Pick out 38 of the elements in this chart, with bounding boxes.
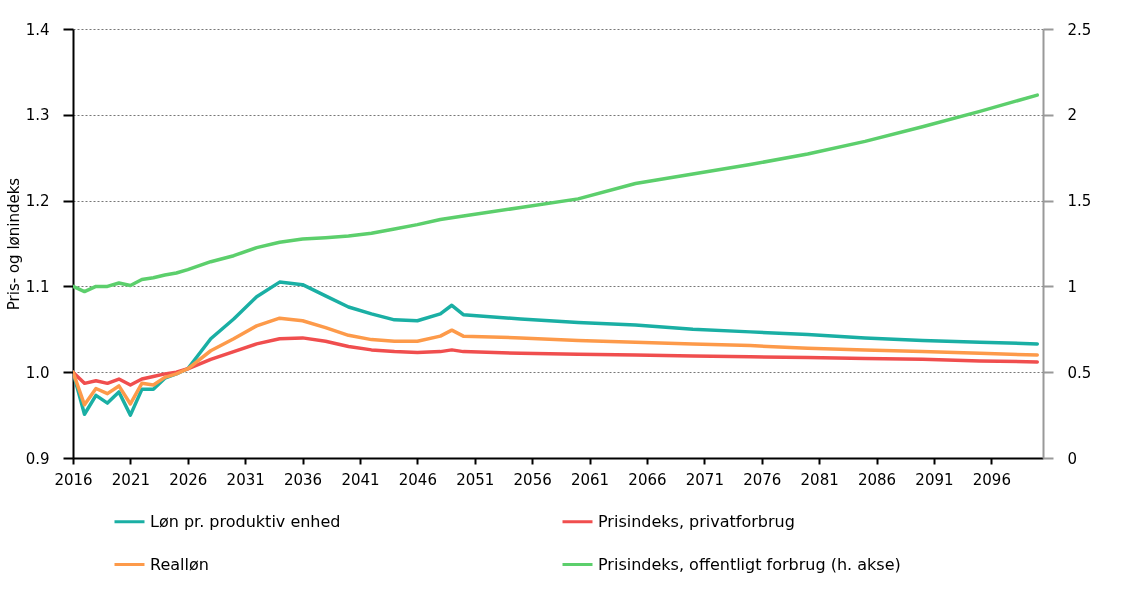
y2-tick-label: 0.5 — [1067, 363, 1092, 382]
y-tick-label: 1.1 — [25, 277, 50, 296]
legend-label: Prisindeks, privatforbrug — [598, 511, 795, 531]
x-tick-label: 2066 — [628, 470, 667, 489]
y-axis-title: Pris- og lønindeks — [4, 177, 23, 311]
line-series — [73, 316, 1040, 407]
y-tick-label: 1.2 — [25, 192, 50, 211]
y2-tick-label: 1.5 — [1067, 192, 1092, 211]
y2-tick-label: 1 — [1067, 277, 1078, 296]
x-tick-label: 2041 — [341, 470, 380, 489]
x-tick-label: 2091 — [915, 470, 954, 489]
legend-label: Realløn — [150, 554, 209, 574]
x-tick-label: 2046 — [398, 470, 437, 489]
line-series — [73, 336, 1040, 387]
x-tick-label: 2016 — [54, 470, 93, 489]
legend-label: Prisindeks, offentligt forbrug (h. akse) — [598, 554, 901, 574]
x-tick-label: 2096 — [972, 470, 1011, 489]
x-tick-label: 2051 — [456, 470, 495, 489]
line-series — [73, 280, 1040, 417]
y2-tick-label: 2.5 — [1067, 20, 1092, 39]
x-tick-label: 2056 — [513, 470, 552, 489]
y-tick-label: 1.0 — [25, 363, 50, 382]
x-tick-label: 2036 — [283, 470, 323, 489]
x-tick-label: 2061 — [570, 470, 610, 489]
x-tick-label: 2021 — [111, 470, 150, 489]
x-tick-label: 2076 — [743, 470, 782, 489]
x-tick-label: 2086 — [857, 470, 897, 489]
x-tick-label: 2071 — [685, 470, 724, 489]
x-tick-label: 2031 — [226, 470, 265, 489]
legend-label: Løn pr. produktiv enhed — [150, 511, 341, 531]
y2-tick-label: 0 — [1067, 449, 1078, 468]
y-tick-label: 1.3 — [25, 106, 50, 125]
x-tick-label: 2026 — [169, 470, 208, 489]
y-tick-label: 0.9 — [25, 449, 50, 468]
x-tick-label: 2081 — [800, 470, 839, 489]
y2-tick-label: 2 — [1067, 106, 1078, 125]
line-series — [73, 93, 1040, 294]
y-tick-label: 1.4 — [25, 20, 50, 39]
